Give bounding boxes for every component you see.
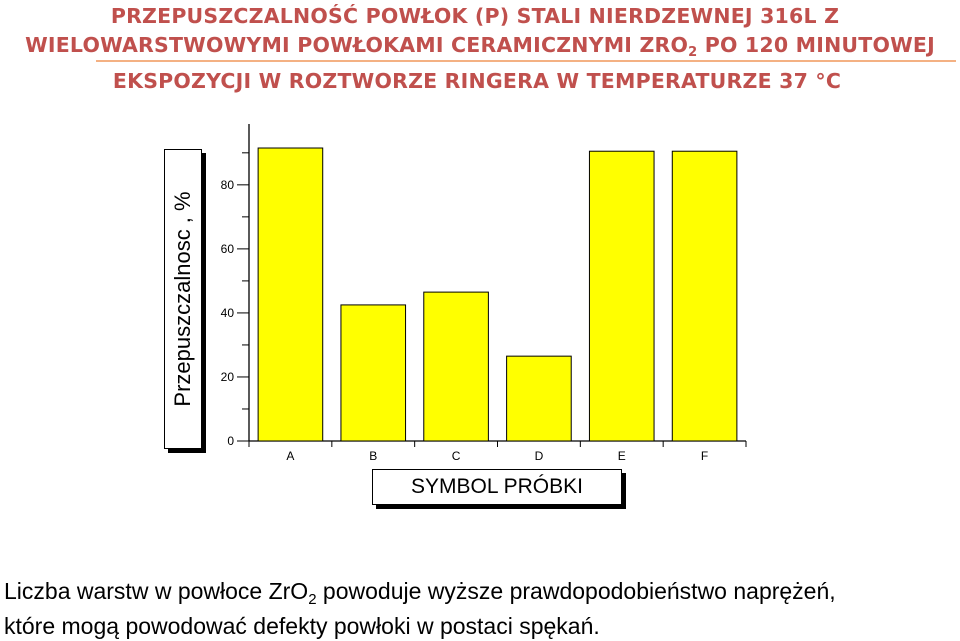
bar-E [588,150,655,442]
bar-B [340,304,407,442]
y-tick-label: 40 [221,306,235,320]
title-line-2: WIELOWARSTWOWYMI POWŁOKAMI CERAMICZNYMI … [0,31,960,67]
footnote-text-2: powoduje wyższe prawdopodobieństwo naprę… [316,578,836,604]
title-line-3: EKSPOZYCJI W ROZTWORZE RINGERA W TEMPERA… [112,69,842,93]
y-tick-label: 0 [227,434,234,448]
slide-title: PRZEPUSZCZALNOŚĆ POWŁOK (P) STALI NIERDZ… [0,2,960,96]
bar-F [671,150,738,442]
footnote-subscript: 2 [308,591,317,608]
x-tick-label-B: B [369,449,377,463]
x-tick-label-C: C [452,449,461,463]
footnote-text-1: Liczba warstw w powłoce ZrO [4,578,309,604]
title-line-2-text: WIELOWARSTWOWYMI POWŁOKAMI CERAMICZNYMI … [25,33,689,57]
y-axis-label-box: Przepuszczalnosc , % [164,149,202,449]
y-tick-label: 60 [221,242,235,256]
x-tick-label-F: F [701,449,708,463]
y-tick-label: 80 [221,178,235,192]
y-tick-label: 20 [221,370,235,384]
footnote-text-3: które mogą powodować defekty powłoki w p… [4,613,600,639]
x-tick-label-E: E [618,449,626,463]
title-line-1: PRZEPUSZCZALNOŚĆ POWŁOK (P) STALI NIERDZ… [110,4,840,28]
title-underline [96,60,956,62]
bar-C [423,291,489,442]
x-tick-label-D: D [535,449,544,463]
x-axis-label: SYMBOL PRÓBKI [372,469,622,505]
title-line-2-end: PO 120 MINUTOWEJ [697,33,935,57]
footnote: Liczba warstw w powłoce ZrO2 powoduje wy… [4,578,956,640]
x-tick-label-A: A [286,449,294,463]
bar-A [257,147,324,442]
title-subscript: 2 [688,45,698,60]
bar-D [506,355,572,442]
